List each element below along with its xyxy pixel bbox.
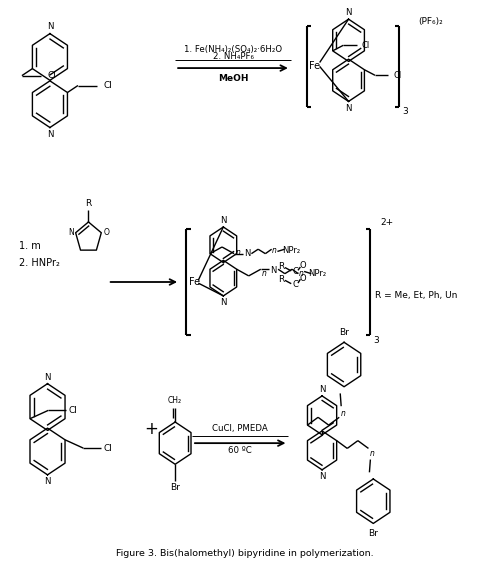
Text: Fe: Fe [189,277,200,287]
Text: Figure 3. Bis(halomethyl) bipyridine in polymerization.: Figure 3. Bis(halomethyl) bipyridine in … [116,549,374,558]
Text: R: R [278,275,284,284]
Text: MeOH: MeOH [218,73,248,82]
Text: C: C [292,280,298,289]
Text: N: N [44,372,51,381]
Text: Cl: Cl [393,71,401,80]
Text: Cl: Cl [69,406,78,415]
Text: n: n [341,409,345,418]
Text: N: N [319,472,325,481]
Text: N: N [220,216,226,225]
Text: N: N [345,8,352,17]
Text: N: N [244,249,250,258]
Text: 1. Fe(NH₄)₂(SO₄)₂·6H₂O: 1. Fe(NH₄)₂(SO₄)₂·6H₂O [184,45,282,54]
Text: 2+: 2+ [381,218,393,227]
Text: 1. m: 1. m [19,241,40,251]
Text: NPr₂: NPr₂ [282,246,300,255]
Text: O: O [103,228,109,237]
Text: Br: Br [170,483,180,492]
Text: N: N [270,266,277,275]
Text: O: O [300,261,307,270]
Text: +: + [144,420,158,438]
Text: 3: 3 [373,336,379,345]
Text: N: N [47,23,53,32]
Text: 2. HNPr₂: 2. HNPr₂ [19,258,59,267]
Text: n: n [262,269,267,278]
Text: N: N [44,477,51,486]
Text: Fe: Fe [309,61,320,72]
Text: CuCl, PMEDA: CuCl, PMEDA [212,424,268,433]
Text: N: N [319,385,325,394]
Text: NPr₂: NPr₂ [309,269,327,278]
Text: n: n [271,246,276,255]
Text: R = Me, Et, Ph, Un: R = Me, Et, Ph, Un [375,292,457,301]
Text: (PF₆)₂: (PF₆)₂ [418,17,443,27]
Text: 60 ºC: 60 ºC [228,447,252,455]
Text: N: N [47,130,53,139]
Text: N: N [220,298,226,307]
Text: CH₂: CH₂ [168,396,182,406]
Text: R: R [85,199,92,208]
Text: n: n [370,450,375,459]
Text: R: R [278,262,284,271]
Text: 3: 3 [402,107,408,116]
Text: n: n [236,248,241,257]
Text: Cl: Cl [361,41,369,50]
Text: Cl: Cl [103,81,112,90]
Text: n: n [298,269,303,278]
Text: Cl: Cl [48,71,56,80]
Text: O: O [300,274,307,283]
Text: Cl: Cl [104,444,113,453]
Text: C: C [292,267,298,276]
Text: Br: Br [339,328,349,337]
Text: N: N [68,228,73,237]
Text: N: N [345,104,352,113]
Text: 2. NH₄PF₆: 2. NH₄PF₆ [213,52,253,61]
Text: Br: Br [368,529,378,538]
